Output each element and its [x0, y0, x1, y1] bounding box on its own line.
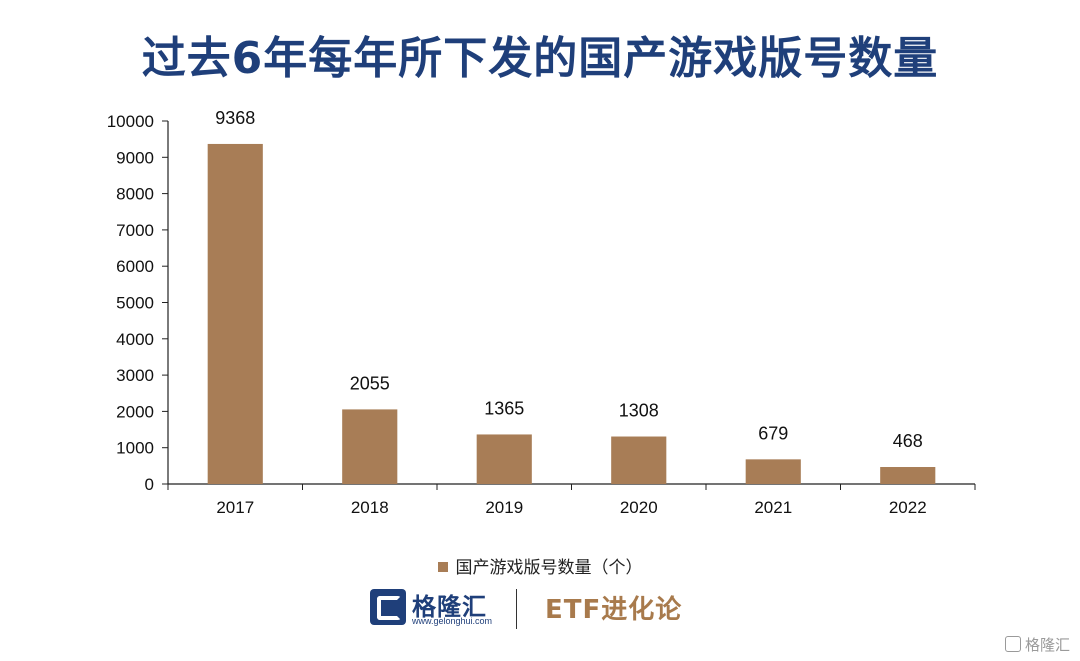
data-label-2021: 679 [758, 423, 788, 443]
watermark: 格隆汇 [1004, 634, 1070, 655]
x-tick-label-2019: 2019 [485, 498, 523, 517]
gelonghui-logo-icon [370, 589, 406, 625]
x-tick-label-2021: 2021 [754, 498, 792, 517]
bar-chart: 0 1000 2000 3000 4000 5000 6000 7000 8000 9000 100… [107, 108, 976, 517]
y-tick-label: 6000 [116, 257, 154, 276]
bar-2018 [342, 409, 398, 484]
y-axis: 0 1000 2000 3000 4000 5000 6000 7000 8000 9000 100… [107, 112, 169, 494]
bar-2017 [207, 143, 263, 485]
y-tick-label: 4000 [116, 330, 154, 349]
x-tick-label-2020: 2020 [620, 498, 658, 517]
bars [207, 143, 936, 485]
x-tick-label-2018: 2018 [351, 498, 389, 517]
y-tick-label: 0 [145, 475, 154, 494]
data-label-2017: 9368 [215, 108, 255, 128]
x-tick-label-2022: 2022 [889, 498, 927, 517]
data-label-2022: 468 [893, 431, 923, 451]
brand-partner: ETF进化论 [545, 595, 683, 625]
y-tick-label: 7000 [116, 221, 154, 240]
page-title: 过去6年每年所下发的国产游戏版号数量 [141, 33, 939, 84]
legend: 国产游戏版号数量（个） [0, 553, 1080, 578]
y-tick-label: 8000 [116, 185, 154, 204]
watermark-text: 格隆汇 [1024, 636, 1070, 654]
data-labels: 9368 2055 1365 1308 679 468 [215, 108, 923, 451]
data-label-2020: 1308 [619, 401, 659, 421]
bar-2019 [476, 434, 532, 484]
bar-2021 [745, 459, 801, 484]
data-label-2018: 2055 [350, 373, 390, 393]
bar-2020 [611, 436, 667, 484]
watermark-logo-icon [1004, 635, 1021, 652]
y-tick-label: 9000 [116, 148, 154, 167]
y-tick-label: 5000 [116, 294, 154, 313]
brand-name: 格隆汇 [412, 593, 487, 621]
brand-bar: 格隆汇 www.gelonghui.com ETF进化论 [0, 585, 1080, 635]
y-tick-label: 10000 [107, 112, 154, 131]
x-tick-label-2017: 2017 [216, 498, 254, 517]
bar-2022 [880, 467, 936, 484]
x-axis: 2017 2018 2019 2020 2021 2022 [167, 483, 976, 517]
y-tick-label: 2000 [116, 402, 154, 421]
legend-swatch [437, 561, 448, 572]
y-tick-label: 1000 [116, 439, 154, 458]
brand-url: www.gelonghui.com [412, 616, 493, 626]
y-tick-label: 3000 [116, 366, 154, 385]
legend-label: 国产游戏版号数量（个） [455, 558, 643, 578]
data-label-2019: 1365 [484, 398, 524, 418]
brand-divider [516, 589, 517, 629]
